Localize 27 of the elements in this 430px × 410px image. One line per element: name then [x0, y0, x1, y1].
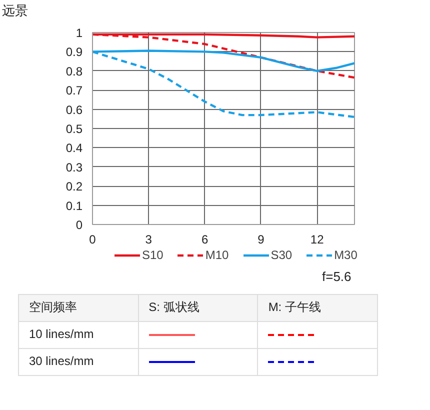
chart-title: 远景 [2, 2, 28, 20]
legend-label: S10 [142, 248, 164, 262]
y-tick-label: 0.5 [66, 122, 83, 136]
legend-label: M10 [205, 248, 229, 262]
x-tick-label: 9 [258, 232, 265, 246]
y-tick-label: 0.7 [66, 84, 83, 98]
y-tick-label: 0.9 [66, 45, 83, 60]
y-tick-label: 0.3 [66, 160, 83, 174]
y-tick-label: 0 [76, 218, 83, 232]
x-tick-label: 6 [201, 232, 208, 246]
y-tick-label: 0.1 [66, 198, 83, 213]
text: S: 弧状线 [138, 294, 258, 322]
y-tick-label: 0.2 [66, 180, 83, 194]
text: 10 lines/mm [18, 322, 138, 348]
legend-label: M30 [334, 248, 358, 262]
y-tick-label: 0.8 [66, 64, 83, 78]
y-tick-label: 1 [76, 26, 83, 40]
text: 30 lines/mm [18, 348, 138, 376]
text: 空间频率 [18, 294, 138, 322]
legend-label: S30 [270, 248, 292, 262]
text: f=5.6 [322, 268, 352, 286]
x-tick-label: 3 [145, 232, 152, 246]
y-tick-label: 0.4 [66, 141, 83, 156]
x-tick-label: 0 [89, 232, 96, 246]
text: M: 子午线 [258, 294, 378, 322]
x-tick-label: 12 [310, 232, 324, 246]
y-tick-label: 0.6 [66, 102, 83, 117]
